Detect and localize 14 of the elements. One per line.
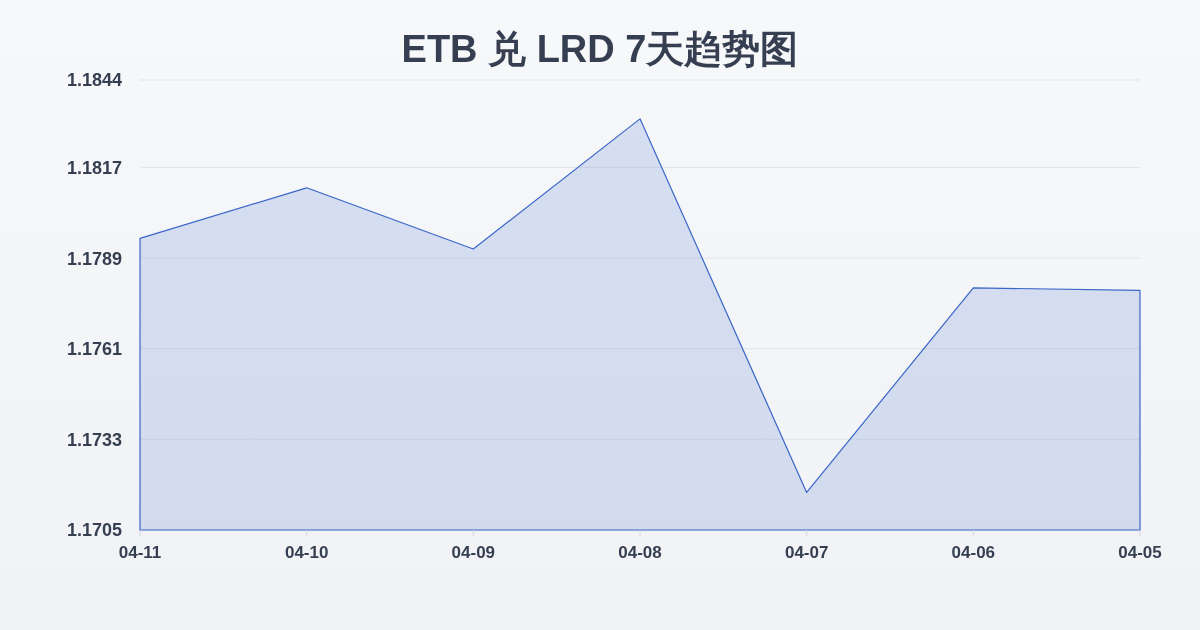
chart-title: ETB 兑 LRD 7天趋势图 bbox=[401, 28, 799, 70]
x-tick-label: 04-10 bbox=[284, 543, 329, 562]
x-tick-label: 04-06 bbox=[951, 543, 996, 562]
y-tick-label: 1.1705 bbox=[66, 520, 122, 541]
y-tick-label: 1.1817 bbox=[66, 157, 122, 178]
x-tick-label: 04-11 bbox=[118, 543, 162, 562]
y-tick-label: 1.1844 bbox=[66, 70, 122, 91]
y-tick-label: 1.1789 bbox=[66, 248, 122, 269]
y-tick-label: 1.1761 bbox=[66, 339, 122, 360]
x-tick-label: 04-07 bbox=[784, 543, 829, 562]
x-tick-label: 04-09 bbox=[451, 543, 496, 562]
x-tick-label: 04-05 bbox=[1118, 543, 1162, 562]
y-tick-label: 1.1733 bbox=[66, 429, 122, 450]
x-tick-label: 04-08 bbox=[618, 543, 662, 562]
